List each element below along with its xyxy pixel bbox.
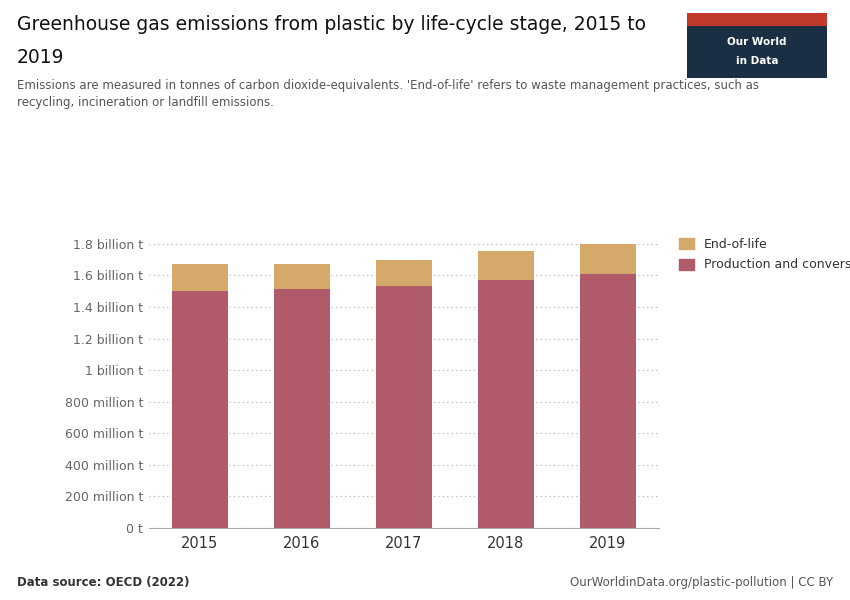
Bar	[376, 260, 432, 286]
Bar	[172, 265, 228, 290]
Bar	[172, 290, 228, 528]
Text: Greenhouse gas emissions from plastic by life-cycle stage, 2015 to: Greenhouse gas emissions from plastic by…	[17, 15, 646, 34]
Bar	[478, 280, 534, 528]
Bar	[376, 286, 432, 528]
Bar	[274, 289, 330, 528]
Text: Our World: Our World	[728, 37, 787, 47]
Text: Emissions are measured in tonnes of carbon dioxide-equivalents. 'End-of-life' re: Emissions are measured in tonnes of carb…	[17, 79, 759, 109]
Bar	[580, 244, 636, 274]
FancyBboxPatch shape	[687, 13, 827, 78]
Bar	[580, 274, 636, 528]
Bar	[478, 251, 534, 280]
FancyBboxPatch shape	[687, 13, 827, 26]
Text: in Data: in Data	[736, 56, 779, 65]
Text: OurWorldinData.org/plastic-pollution | CC BY: OurWorldinData.org/plastic-pollution | C…	[570, 576, 833, 589]
Text: Data source: OECD (2022): Data source: OECD (2022)	[17, 576, 190, 589]
Legend: End-of-life, Production and conversion: End-of-life, Production and conversion	[675, 234, 850, 275]
Text: 2019: 2019	[17, 48, 65, 67]
Bar	[274, 263, 330, 289]
